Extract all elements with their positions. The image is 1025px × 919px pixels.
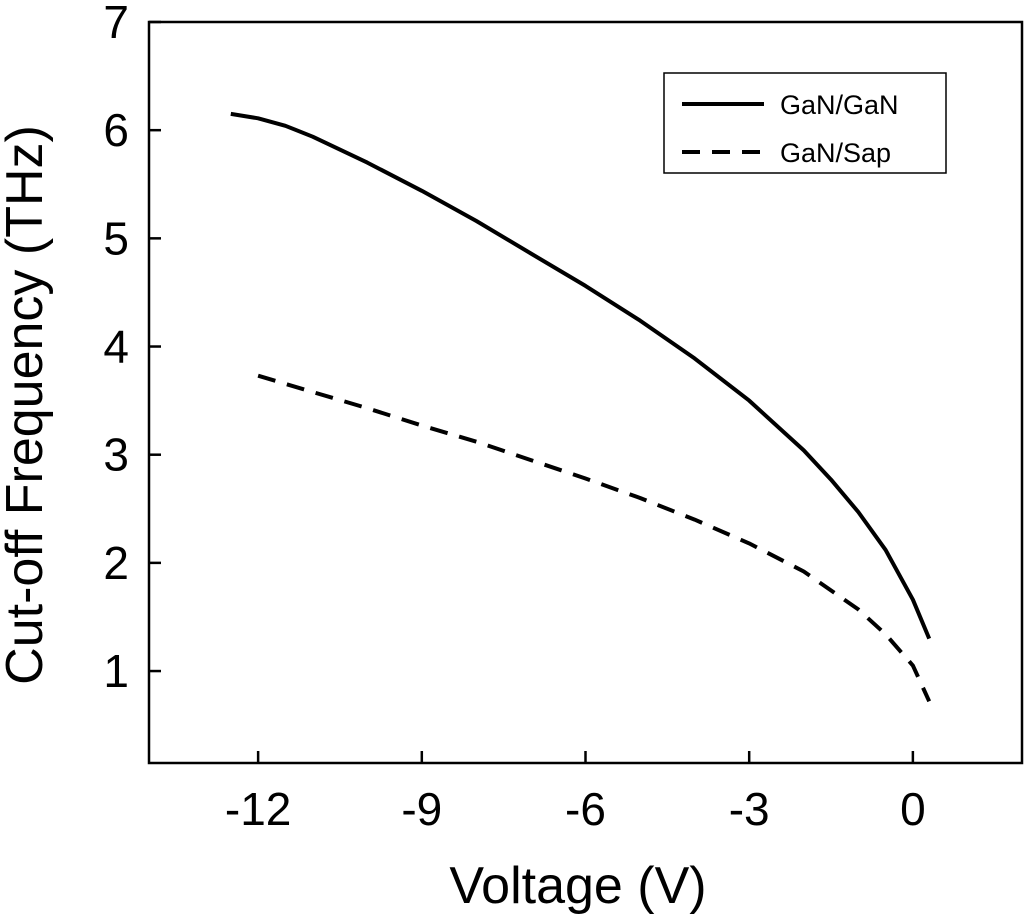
- x-tick-label: -3: [729, 783, 770, 835]
- x-tick-label: -12: [225, 783, 291, 835]
- y-tick-label: 7: [103, 0, 129, 48]
- x-tick-label: -9: [401, 783, 442, 835]
- y-tick-label: 1: [103, 645, 129, 697]
- y-tick-label: 2: [103, 537, 129, 589]
- y-axis-title: Cut-off Frequency (THz): [0, 125, 54, 685]
- y-tick-label: 3: [103, 429, 129, 481]
- y-tick-label: 5: [103, 212, 129, 264]
- y-tick-label: 6: [103, 104, 129, 156]
- x-axis-title: Voltage (V): [449, 857, 706, 915]
- y-tick-label: 4: [103, 321, 129, 373]
- y-axis-ticks: 1 2 3 4 5 6 7: [103, 0, 161, 697]
- legend-label-series-1: GaN/GaN: [780, 90, 899, 120]
- x-tick-label: -6: [565, 783, 606, 835]
- series-layer: [230, 111, 932, 703]
- legend: GaN/GaN GaN/Sap: [663, 72, 947, 174]
- legend-box: [663, 72, 947, 174]
- series-line-1: [230, 111, 932, 640]
- x-axis-ticks: -12 -9 -6 -3 0: [225, 751, 926, 835]
- series-line-2: [257, 373, 932, 703]
- x-tick-label: 0: [900, 783, 926, 835]
- legend-label-series-2: GaN/Sap: [780, 138, 891, 168]
